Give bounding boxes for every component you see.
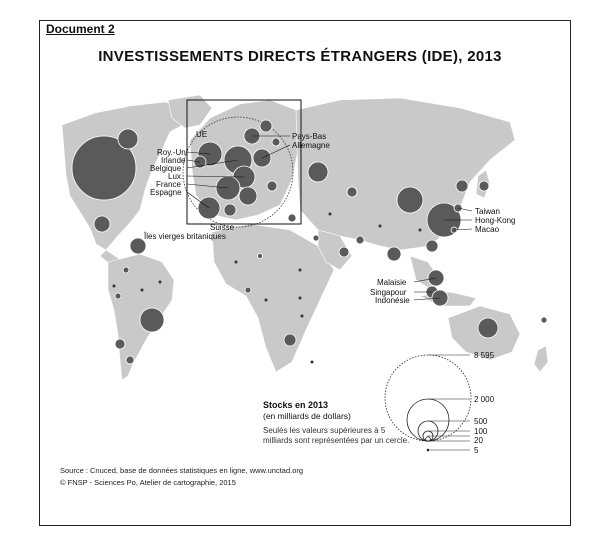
label-roy-uni: Roy.-Uni	[157, 148, 188, 157]
legend-value-8595: 8 595	[474, 351, 495, 360]
circle-usa	[71, 135, 137, 201]
circle-india	[386, 246, 402, 262]
circle-japan	[478, 180, 490, 192]
label-lux: Lux.	[168, 172, 183, 181]
circle-morocco	[257, 253, 263, 259]
circle-nigeria	[244, 286, 252, 294]
document-frame	[39, 20, 571, 526]
circle-russia	[307, 161, 329, 183]
label-pays-bas: Pays-Bas	[292, 132, 326, 141]
circle-australia	[477, 317, 499, 339]
circle-italy	[238, 186, 258, 206]
label-allemagne: Allemagne	[292, 141, 330, 150]
label-france: France	[156, 180, 181, 189]
label-macao: Macao	[475, 225, 500, 234]
circle-argentina	[125, 355, 135, 365]
label-malaisie: Malaisie	[377, 278, 407, 287]
legend-circle-2000	[406, 398, 450, 442]
map-title: INVESTISSEMENTS DIRECTS ÉTRANGERS (IDE),…	[98, 48, 502, 65]
africa	[211, 223, 335, 373]
arabia	[317, 229, 353, 271]
legend-title: Stocks en 2013	[263, 400, 329, 410]
circle-saudi-arabia	[338, 246, 350, 258]
circle-vietnam	[425, 239, 439, 253]
circle-british-virgin-islands	[129, 237, 147, 255]
circle-colombia	[122, 266, 130, 274]
circle-new-zealand	[540, 316, 548, 324]
legend-value-5: 5	[474, 446, 479, 455]
circle-canada	[117, 128, 139, 150]
legend-value-500: 500	[474, 417, 488, 426]
legend-value-2000: 2 000	[474, 395, 495, 404]
label-irlande: Irlande	[161, 156, 186, 165]
legend-circle-20	[425, 436, 431, 442]
source-text: Source : Cnuced, base de données statist…	[60, 466, 304, 475]
circle-turkey	[287, 213, 297, 223]
circle-poland	[271, 137, 281, 147]
legend-lines	[428, 354, 470, 451]
circle-switzerland	[223, 203, 237, 217]
small-value-dots	[112, 212, 422, 364]
leader-lines	[186, 135, 473, 301]
label-taiwan: Taiwan	[475, 207, 500, 216]
circle-china	[396, 186, 424, 214]
eu-total-circle	[182, 116, 294, 228]
circle-uae	[355, 235, 365, 245]
eu-inset-box	[186, 99, 302, 225]
circle-chile	[114, 338, 126, 350]
document-label: Document 2	[46, 22, 115, 36]
circle-kazakhstan	[346, 186, 358, 198]
label-iles-vierges: Îles vierges britaniques	[143, 232, 226, 241]
circle-austria	[266, 180, 278, 192]
label-indonesie: Indonésie	[375, 296, 410, 305]
credit-text: © FNSP - Sciences Po, Atelier de cartogr…	[60, 478, 236, 487]
label-ue: UE	[196, 130, 207, 139]
legend-unit: (en milliards de dollars)	[263, 411, 351, 421]
circle-sweden	[259, 119, 273, 133]
legend-dot-5	[426, 448, 430, 452]
label-espagne: Espagne	[150, 188, 182, 197]
label-singapour: Singapour	[370, 288, 407, 297]
legend-note: Seulés les valeurs supérieures à 5 milli…	[263, 426, 410, 445]
circle-peru	[114, 292, 122, 300]
label-hong-kong: Hong-Kong	[475, 216, 515, 225]
legend-value-20: 20	[474, 436, 483, 445]
circle-mexico	[93, 215, 111, 233]
circle-brazil	[139, 307, 165, 333]
legend-value-100: 100	[474, 427, 488, 436]
new-zealand	[533, 345, 549, 373]
label-belgique: Belgique	[150, 164, 182, 173]
greenland	[167, 94, 213, 129]
circle-south-africa	[283, 333, 297, 347]
label-suisse: Suisse	[210, 223, 235, 232]
circle-korea	[455, 179, 469, 193]
circle-egypt	[312, 234, 320, 242]
